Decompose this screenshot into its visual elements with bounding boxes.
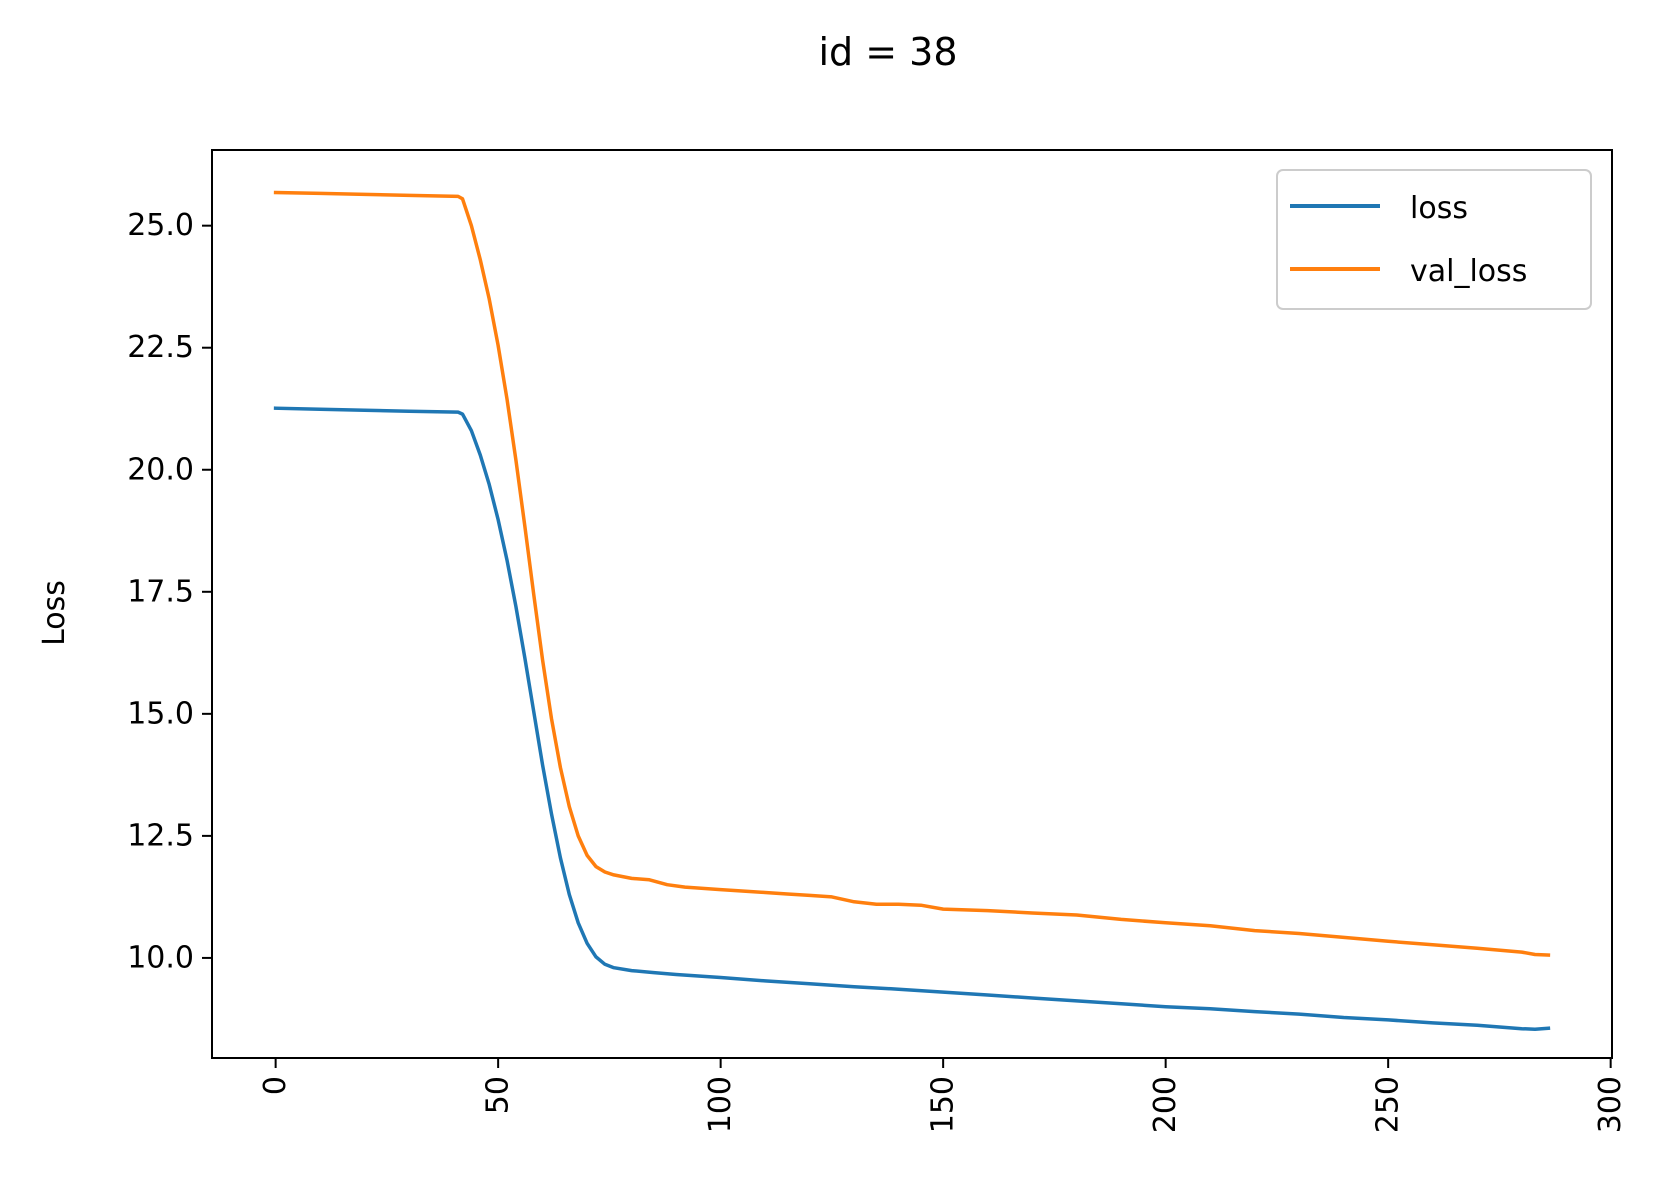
x-tick-label: 200	[1148, 1076, 1183, 1133]
y-tick-label: 10.0	[127, 940, 194, 975]
x-tick-label: 300	[1593, 1076, 1628, 1133]
series-line-loss	[273, 406, 1551, 1031]
x-axis-ticks: 0 50 100 150 200 250 300	[258, 1058, 1628, 1133]
y-tick-label: 12.5	[127, 818, 194, 853]
x-tick-label: 100	[703, 1076, 738, 1133]
y-axis-ticks: 10.0 12.5 15.0 17.5 20.0 22.5 25.0	[127, 208, 212, 975]
y-tick-label: 22.5	[127, 330, 194, 365]
y-axis-label: Loss	[37, 580, 72, 646]
x-tick-label: 150	[926, 1076, 961, 1133]
series-line-val-loss	[273, 190, 1551, 957]
chart-title: id = 38	[818, 30, 957, 74]
y-tick-label: 15.0	[127, 696, 194, 731]
plot-area-frame	[211, 149, 1613, 1059]
y-tick-label: 17.5	[127, 574, 194, 609]
y-tick-label: 25.0	[127, 208, 194, 243]
x-tick-label: 250	[1371, 1076, 1406, 1133]
y-tick-label: 20.0	[127, 452, 194, 487]
legend-label-loss: loss	[1410, 191, 1468, 226]
legend: loss val_loss	[1276, 169, 1592, 310]
series-layer	[273, 190, 1551, 1031]
x-tick-label: 0	[258, 1076, 293, 1095]
x-tick-label: 50	[481, 1076, 516, 1114]
legend-label-val-loss: val_loss	[1410, 254, 1527, 289]
